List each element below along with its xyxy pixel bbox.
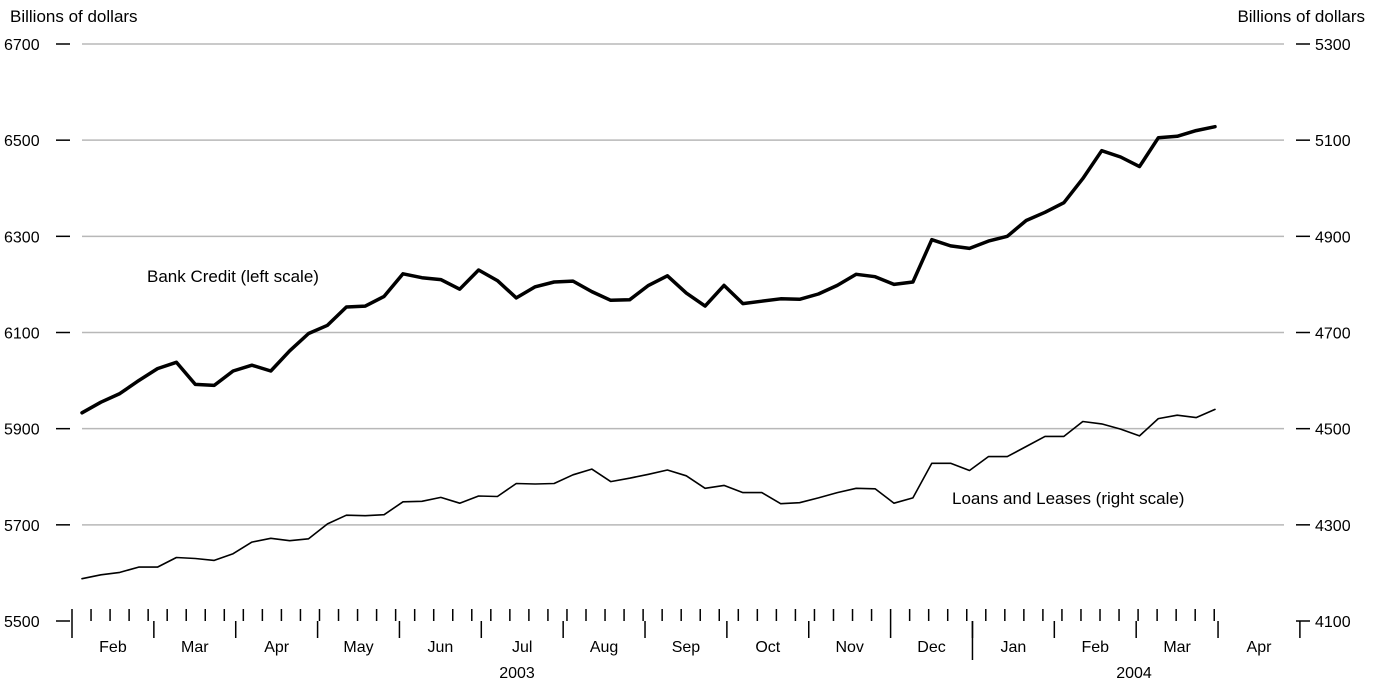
right-tick-label: 4100 — [1315, 614, 1351, 631]
month-label: Oct — [755, 639, 780, 656]
left-tick-label: 5900 — [4, 422, 40, 439]
right-tick-label: 5100 — [1315, 133, 1351, 150]
x-axis: Feb Mar Apr May Jun Jul Aug Sep Oct Nov Dec Jan Feb M… — [71, 609, 1301, 682]
month-label: Dec — [917, 639, 945, 656]
loans-leases-line — [81, 408, 1216, 580]
month-label: Feb — [1081, 639, 1109, 656]
right-tick-label: 4900 — [1315, 229, 1351, 246]
left-axis-title: Billions of dollars — [10, 7, 138, 26]
right-tick-label: 4700 — [1315, 326, 1351, 343]
month-label: Aug — [590, 639, 618, 656]
left-tick-label: 6500 — [4, 133, 40, 150]
right-tick-label: 5300 — [1315, 37, 1351, 54]
month-label: Apr — [1247, 639, 1273, 656]
right-axis-ticks: 4100 4300 4500 4700 4900 5100 5300 — [1296, 37, 1351, 631]
month-label: Sep — [672, 639, 701, 656]
right-axis-title: Billions of dollars — [1237, 7, 1365, 26]
year-label: 2003 — [499, 665, 535, 682]
month-label: Jul — [512, 639, 532, 656]
series-lines — [80, 124, 1217, 580]
month-label: Nov — [835, 639, 863, 656]
left-tick-label: 6700 — [4, 37, 40, 54]
month-label: May — [343, 639, 373, 656]
right-tick-label: 4500 — [1315, 422, 1351, 439]
gridlines — [82, 43, 1284, 526]
bank-credit-annotation: Bank Credit (left scale) — [147, 267, 319, 286]
year-label: 2004 — [1116, 665, 1152, 682]
bank-credit-line — [80, 124, 1217, 415]
left-tick-label: 6100 — [4, 326, 40, 343]
month-label: Apr — [264, 639, 290, 656]
left-tick-label: 5500 — [4, 614, 40, 631]
month-label: Jun — [427, 639, 453, 656]
month-label: Feb — [99, 639, 127, 656]
right-tick-label: 4300 — [1315, 518, 1351, 535]
left-axis-ticks: 5500 5700 5900 6100 6300 6500 6700 — [4, 37, 70, 631]
month-label: Mar — [1163, 639, 1191, 656]
left-tick-label: 6300 — [4, 229, 40, 246]
left-tick-label: 5700 — [4, 518, 40, 535]
loans-leases-annotation: Loans and Leases (right scale) — [952, 489, 1184, 508]
month-label: Mar — [181, 639, 209, 656]
month-label: Jan — [1000, 639, 1026, 656]
